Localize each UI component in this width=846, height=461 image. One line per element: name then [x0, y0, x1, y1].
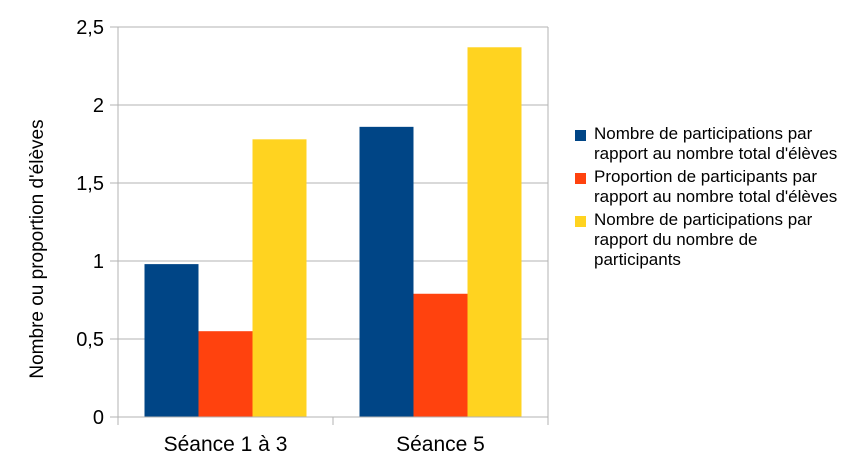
legend-item: Nombre de participations par rapport au …: [575, 124, 845, 164]
axes: [110, 26, 549, 425]
legend-swatch: [575, 216, 586, 227]
bar: [252, 139, 307, 417]
legend-item: Nombre de participations par rapport du …: [575, 210, 845, 270]
x-tick-label: Séance 5: [396, 433, 485, 456]
bars: [144, 47, 522, 417]
bar: [198, 331, 253, 417]
bar: [467, 47, 522, 417]
bar: [144, 264, 199, 417]
x-tick-label: Séance 1 à 3: [164, 433, 288, 456]
legend-swatch: [575, 130, 586, 141]
legend-swatch: [575, 173, 586, 184]
y-tick-label: 0: [93, 407, 104, 429]
bar: [413, 293, 468, 417]
y-tick-label: 2,5: [76, 17, 104, 39]
legend: Nombre de participations par rapport au …: [575, 124, 845, 273]
y-tick-label: 0,5: [76, 329, 104, 351]
x-tick-labels: Séance 1 à 3 Séance 5: [164, 433, 485, 456]
legend-label: Nombre de participations par rapport du …: [594, 210, 813, 269]
y-tick-labels: 0 0,5 1 1,5 2 2,5: [76, 17, 104, 429]
y-axis-label: Nombre ou proportion d'élèves: [27, 119, 48, 378]
bar: [359, 126, 414, 417]
legend-item: Proportion de participants par rapport a…: [575, 167, 845, 207]
legend-label: Nombre de participations par rapport au …: [594, 124, 838, 163]
legend-label: Proportion de participants par rapport a…: [594, 167, 838, 206]
y-tick-label: 1: [93, 251, 104, 273]
y-tick-label: 1,5: [76, 173, 104, 195]
y-tick-label: 2: [93, 95, 104, 117]
